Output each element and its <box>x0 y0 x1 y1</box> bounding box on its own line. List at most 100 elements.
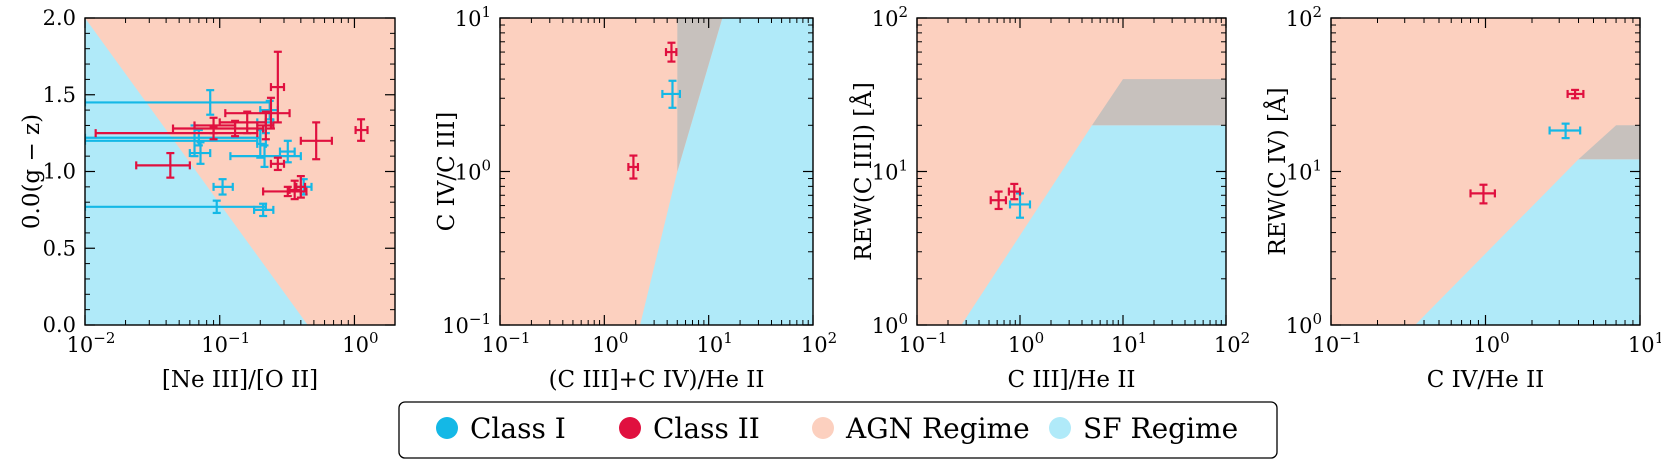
series-class2 <box>989 182 1022 211</box>
data-points <box>85 50 369 218</box>
legend-label-class-i: Class I <box>470 412 566 445</box>
legend-entry-class-i: Class I <box>436 412 566 445</box>
axes-frame <box>916 17 1227 326</box>
legend-entry-class-ii: Class II <box>619 412 760 445</box>
y-axis-label: 0.0(g − z) <box>19 114 45 229</box>
series-class1 <box>85 89 313 218</box>
axes-frame <box>499 17 814 326</box>
y-tick-label: 1.5 <box>43 83 76 107</box>
data-point-class2 <box>1469 183 1496 205</box>
data-point-class2 <box>1007 182 1022 201</box>
legend-frame <box>398 401 1278 459</box>
data-points <box>1469 88 1585 205</box>
amb-region <box>1092 79 1226 126</box>
sf-region <box>1415 159 1640 325</box>
series-class2 <box>627 41 678 180</box>
data-point-class2 <box>269 156 286 172</box>
x-tick-label: 10−1 <box>1313 329 1362 357</box>
y-tick-label: 101 <box>1286 157 1322 185</box>
x-tick-label: 10−1 <box>899 329 948 357</box>
x-tick-label: 102 <box>1214 329 1250 357</box>
data-point-class2 <box>989 190 1008 211</box>
x-tick-label: 10−1 <box>201 329 250 357</box>
data-point-class2 <box>135 151 191 179</box>
data-point-class2 <box>94 125 259 141</box>
legend-label-sf-regime: SF Regime <box>1083 412 1238 445</box>
axis-ticks <box>84 17 395 326</box>
data-point-class2 <box>354 118 369 142</box>
amb-region <box>1578 125 1640 160</box>
y-tick-label: 101 <box>455 3 491 31</box>
x-axis-label: [Ne III]/[O II] <box>162 367 318 393</box>
data-points <box>989 182 1032 219</box>
legend-entry-sf-regime: SF Regime <box>1049 412 1238 445</box>
data-point-class2 <box>295 175 307 199</box>
y-tick-label: 102 <box>1286 3 1322 31</box>
x-tick-label: 101 <box>1111 329 1147 357</box>
legend-label-agn-regime: AGN Regime <box>845 412 1030 445</box>
sf-region <box>85 18 308 325</box>
data-point-class1 <box>188 141 212 165</box>
x-axis-label: (C III]+C IV)/He II <box>549 367 765 393</box>
y-axis-label: REW(C III]) [Å] <box>849 82 877 261</box>
x-tick-label: 100 <box>1473 329 1509 357</box>
x-tick-label: 100 <box>342 329 378 357</box>
series-class1 <box>1548 122 1582 140</box>
regime-regions <box>1331 18 1640 325</box>
series-class2 <box>94 50 369 201</box>
data-point-class2 <box>627 154 640 180</box>
y-tick-label: 1.0 <box>43 160 76 184</box>
data-point-class1 <box>253 202 275 218</box>
y-tick-label: 101 <box>872 157 908 185</box>
x-tick-label: 100 <box>1008 329 1044 357</box>
y-tick-label: 100 <box>455 157 491 185</box>
y-tick-label: 102 <box>872 3 908 31</box>
series-class1 <box>661 79 681 109</box>
y-tick-label: 0.0 <box>43 313 76 337</box>
legend: Class I Class II AGN Regime SF Regime <box>398 401 1278 459</box>
data-point-class2 <box>299 121 333 161</box>
sf-region <box>640 18 813 325</box>
x-tick-label: 101 <box>1628 329 1661 357</box>
data-point-class1 <box>661 79 681 109</box>
data-point-class1 <box>212 178 234 196</box>
axes-frame <box>1330 17 1641 326</box>
legend-marker-class-ii <box>619 417 641 439</box>
x-tick-label: 102 <box>801 329 837 357</box>
sf-region <box>961 125 1226 325</box>
x-axis-label: C IV/He II <box>1427 367 1545 393</box>
regime-regions <box>500 18 813 325</box>
data-point-class2 <box>218 110 267 135</box>
data-point-class2 <box>262 185 308 198</box>
axes-frame <box>84 17 396 326</box>
legend-label-class-ii: Class II <box>653 412 760 445</box>
x-tick-label: 100 <box>592 329 628 357</box>
data-point-class2 <box>664 41 678 63</box>
data-point-class2 <box>1566 88 1585 100</box>
regime-regions <box>917 18 1226 325</box>
x-tick-label: 10−1 <box>482 329 531 357</box>
data-point-class1 <box>1548 122 1582 140</box>
data-point-class2 <box>269 50 286 124</box>
y-axis-label: REW(C IV) [Å] <box>1263 87 1291 255</box>
legend-entry-agn-regime: AGN Regime <box>812 412 1030 445</box>
amb-region <box>677 18 723 172</box>
regime-regions <box>85 18 395 325</box>
y-tick-label: 0.5 <box>43 236 76 260</box>
legend-marker-class-i <box>436 417 458 439</box>
data-point-class1 <box>278 139 296 164</box>
y-axis-label: C IV/C III] <box>434 112 460 232</box>
series-class2 <box>1469 88 1585 205</box>
data-point-class1 <box>229 144 302 168</box>
y-tick-label: 2.0 <box>43 6 76 30</box>
x-tick-label: 101 <box>697 329 733 357</box>
